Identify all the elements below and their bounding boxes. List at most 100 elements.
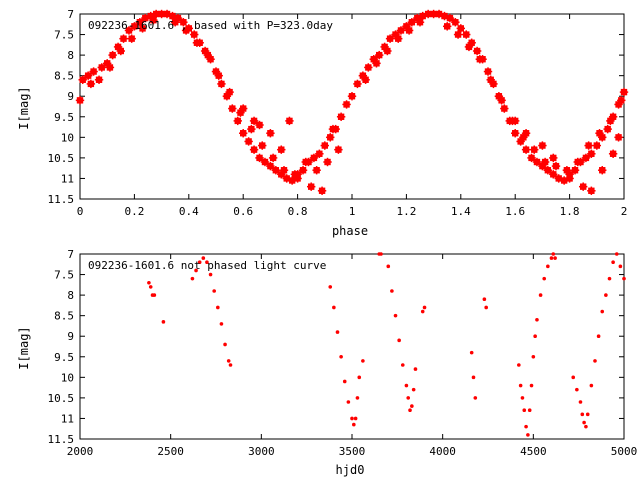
phased-data-point	[179, 18, 188, 27]
unphased-data-point	[585, 412, 590, 417]
unphased-data-point	[604, 293, 608, 297]
phased-data-point	[549, 170, 558, 179]
phased-data-point	[511, 129, 520, 138]
phased-panel: 0 0.2 0.4 0.6 0.8 1 1.2 1.4 1.6 1.8 2 7 7.5 8 8.5 9 9.5 1…	[17, 8, 629, 238]
phased-data-point	[190, 30, 199, 39]
phased-data-point	[149, 15, 158, 25]
phased-plot-frame	[79, 13, 625, 200]
phased-data-point	[407, 18, 417, 27]
phased-data-point	[244, 137, 253, 146]
phased-x-tick-label: 1	[349, 205, 356, 218]
unphased-data-point	[397, 338, 401, 343]
phased-x-tick-label: 2	[621, 205, 628, 218]
phased-data-point	[570, 166, 580, 175]
unphased-x-tick-label: 4000	[429, 445, 456, 458]
unphased-data-point	[404, 383, 409, 388]
unphased-data-point	[400, 363, 405, 367]
phased-data-point	[83, 71, 93, 80]
phased-x-tick-label: 1.6	[505, 205, 525, 218]
phased-data-point	[361, 75, 370, 84]
phased-data-point	[217, 79, 226, 89]
unphased-data-point	[422, 305, 427, 310]
phased-data-point	[309, 153, 319, 163]
unphased-data-point	[471, 375, 476, 380]
unphased-data-point	[553, 256, 557, 260]
phased-data-point	[192, 38, 202, 47]
phased-data-point	[258, 141, 267, 150]
phased-data-point	[472, 46, 482, 56]
unphased-data-point	[580, 412, 585, 417]
unphased-data-point	[332, 305, 336, 310]
unphased-data-point	[408, 408, 412, 413]
unphased-y-tick-label: 10	[61, 371, 74, 384]
phased-y-tick-label: 10.5	[48, 152, 75, 165]
phased-data-point	[394, 34, 403, 43]
unphased-data-point	[535, 317, 539, 322]
unphased-y-tick-label: 9.5	[54, 351, 74, 364]
unphased-data-point	[197, 260, 202, 265]
phased-data-point	[78, 75, 87, 84]
unphased-data-point	[190, 276, 195, 281]
phased-y-tick-label: 11	[61, 172, 74, 185]
phased-y-tick-label: 9	[67, 90, 74, 103]
phased-data-point	[415, 18, 425, 27]
unphased-panel: 2000 2500 3000 3500 4000 4500 5000 7 7.5 8 8.5 9 9.5…	[17, 248, 637, 477]
phased-data-point	[617, 96, 626, 105]
phased-data-point	[108, 50, 117, 60]
phased-y-axis-label: I[mag]	[17, 86, 31, 129]
unphased-data-point	[593, 359, 597, 363]
phased-data-point	[579, 182, 588, 191]
unphased-data-point	[522, 408, 527, 413]
unphased-data-point	[148, 285, 153, 289]
phased-data-point	[266, 129, 275, 138]
unphased-data-point	[335, 330, 340, 334]
unphased-data-point	[355, 396, 360, 400]
phased-data-point	[606, 116, 615, 126]
phased-data-point	[255, 120, 264, 130]
unphased-data-point	[582, 420, 586, 425]
phased-y-tick-label: 7.5	[54, 29, 74, 42]
unphased-data-point	[518, 383, 523, 388]
unphased-data-point	[223, 342, 227, 347]
phased-data-point	[486, 75, 495, 84]
unphased-data-point	[589, 383, 594, 388]
phased-data-point	[138, 24, 147, 33]
unphased-data-point	[542, 276, 547, 281]
unphased-data-point	[520, 396, 525, 400]
unphased-data-point	[205, 260, 209, 265]
unphased-data-point	[527, 408, 532, 413]
phased-y-tick-label: 11.5	[48, 193, 75, 206]
phased-data-point	[271, 166, 281, 175]
phased-data-point	[279, 166, 289, 175]
unphased-data-point	[352, 422, 356, 427]
unphased-plot-frame	[79, 253, 625, 440]
phased-data-point	[500, 104, 509, 113]
phased-data-point	[298, 166, 308, 175]
phased-x-tick-label: 1.4	[451, 205, 471, 218]
unphased-data-point	[339, 354, 343, 359]
phased-data-point	[443, 22, 452, 31]
phased-data-point	[565, 170, 574, 179]
phased-data-point	[342, 100, 351, 109]
phased-data-points	[75, 9, 629, 195]
phased-data-point	[312, 166, 321, 175]
unphased-data-point	[228, 363, 233, 367]
phased-data-point	[595, 129, 604, 138]
phased-chart-title: 092236-1601.6 , based with P=323.0day	[88, 19, 333, 32]
phased-data-point	[464, 42, 474, 52]
unphased-data-point	[152, 293, 157, 297]
phased-data-point	[320, 141, 329, 150]
phased-data-point	[587, 186, 596, 195]
unphased-data-point	[533, 334, 537, 339]
unphased-data-point	[219, 322, 224, 326]
unphased-x-tick-label: 4500	[520, 445, 547, 458]
phased-data-point	[86, 79, 96, 89]
phased-data-point	[135, 18, 145, 27]
phased-data-point	[540, 157, 550, 167]
unphased-data-point	[618, 264, 623, 269]
unphased-x-tick-label: 5000	[611, 445, 638, 458]
phased-data-point	[551, 161, 561, 171]
phased-data-point	[372, 59, 381, 68]
unphased-y-tick-label: 8	[67, 289, 74, 302]
phased-data-point	[225, 87, 234, 97]
